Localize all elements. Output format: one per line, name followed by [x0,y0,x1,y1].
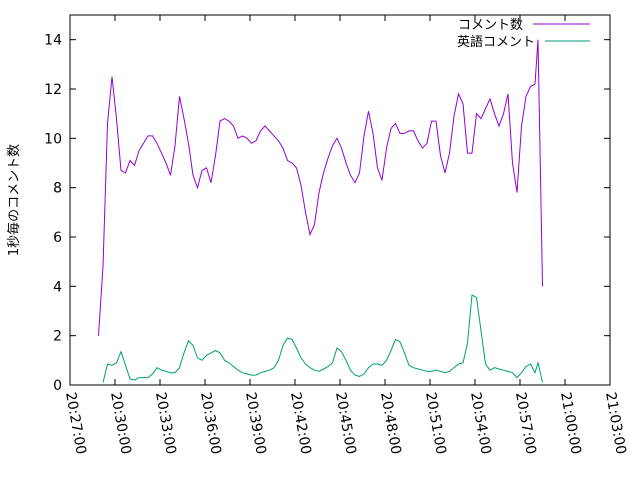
series-line-comments [98,39,543,336]
y-axis-label: 1秒毎のコメント数 [6,144,22,256]
x-tick-label: 20:27:00 [62,391,89,456]
y-tick-label: 4 [53,279,62,295]
x-tick-label: 20:45:00 [332,391,359,456]
plot-frame [69,14,611,386]
y-tick-label: 10 [44,131,62,147]
legend-label-comments: コメント数 [458,18,523,33]
x-tick-label: 21:00:00 [557,391,584,456]
y-tick-label: 12 [44,82,62,98]
x-tick-label: 20:30:00 [107,391,134,456]
series-line-english-comments [102,294,543,383]
y-tick-label: 8 [53,181,62,197]
y-tick-label: 2 [53,329,62,345]
x-tick-label: 20:36:00 [197,391,224,456]
x-axis: 20:27:00 20:30:00 20:33:00 20:36:00 20:39:00… [62,15,629,456]
y-tick-label: 6 [53,230,62,246]
x-tick-label: 20:33:00 [152,391,179,456]
x-tick-label: 20:51:00 [422,391,449,456]
y-axis: 0 2 4 6 8 10 12 14 [44,33,610,394]
series-layer [98,39,543,383]
plot-border [69,14,611,386]
x-tick-label: 20:39:00 [242,391,269,456]
legend-label-english-comments: 英語コメント [457,34,535,50]
x-tick-label: 20:42:00 [287,391,314,456]
x-tick-label: 20:57:00 [512,391,539,456]
x-tick-label: 20:48:00 [377,391,404,456]
legend: コメント数 英語コメント [457,18,590,50]
y-tick-label: 14 [44,33,62,49]
x-tick-label: 21:03:00 [602,391,629,456]
y-tick-label: 0 [53,378,62,394]
x-tick-label: 20:54:00 [467,391,494,456]
